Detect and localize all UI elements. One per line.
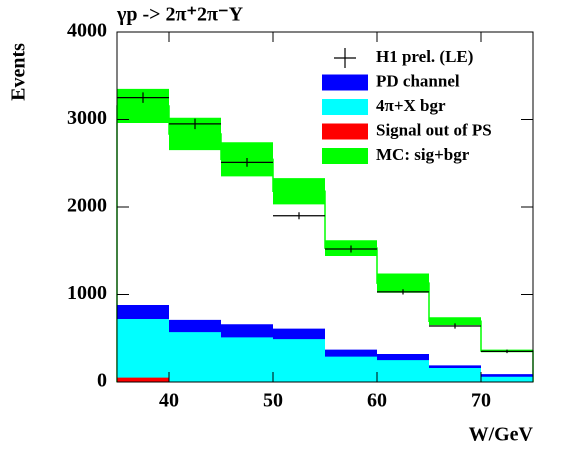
data-point	[481, 349, 533, 354]
x-tick-label: 40	[159, 390, 179, 412]
hist-bar	[429, 368, 481, 382]
y-tick-label: 1000	[67, 282, 107, 304]
hist-bar	[377, 360, 429, 382]
legend-label: PD channel	[376, 71, 460, 90]
legend-swatch	[322, 148, 368, 164]
data-point	[377, 289, 429, 295]
y-tick-label: 4000	[67, 20, 107, 42]
y-tick-label: 2000	[67, 195, 107, 217]
data-point	[429, 323, 481, 329]
data-point	[221, 158, 273, 167]
data-point	[273, 212, 325, 220]
legend-label: MC: sig+bgr	[376, 145, 470, 164]
x-axis-label: W/GeV	[469, 424, 534, 446]
axes: 40 50 60 70 0 1000 2000 3000 4000	[67, 20, 533, 412]
chart-title: γp -> 2π⁺2π⁻Y	[116, 4, 244, 26]
legend-swatch	[322, 123, 368, 140]
legend-label: Signal out of PS	[376, 120, 492, 139]
hist-bar	[325, 356, 377, 382]
hist-bar	[117, 319, 169, 382]
x-tick-label: 60	[367, 390, 387, 412]
hist-bar	[481, 376, 533, 382]
x-tick-label: 70	[471, 390, 491, 412]
y-tick-label: 0	[97, 370, 107, 392]
legend-swatch	[322, 74, 368, 91]
hist-bar	[273, 339, 325, 382]
data-point	[117, 92, 169, 103]
plot-marks	[116, 88, 534, 382]
hist-bar	[117, 377, 169, 382]
data-point	[325, 245, 377, 253]
hist-bar	[169, 332, 221, 382]
legend-label: 4π+X bgr	[376, 96, 446, 115]
data-point	[169, 118, 221, 130]
x-tick-label: 50	[263, 390, 283, 412]
hist-bar	[221, 337, 273, 382]
y-tick-label: 3000	[67, 107, 107, 129]
legend-label: H1 prel. (LE)	[376, 47, 473, 66]
legend: H1 prel. (LE) PD channel 4π+X bgr Signal ou…	[322, 47, 492, 164]
legend-swatch	[322, 99, 368, 115]
y-axis-label: Events	[8, 43, 30, 101]
